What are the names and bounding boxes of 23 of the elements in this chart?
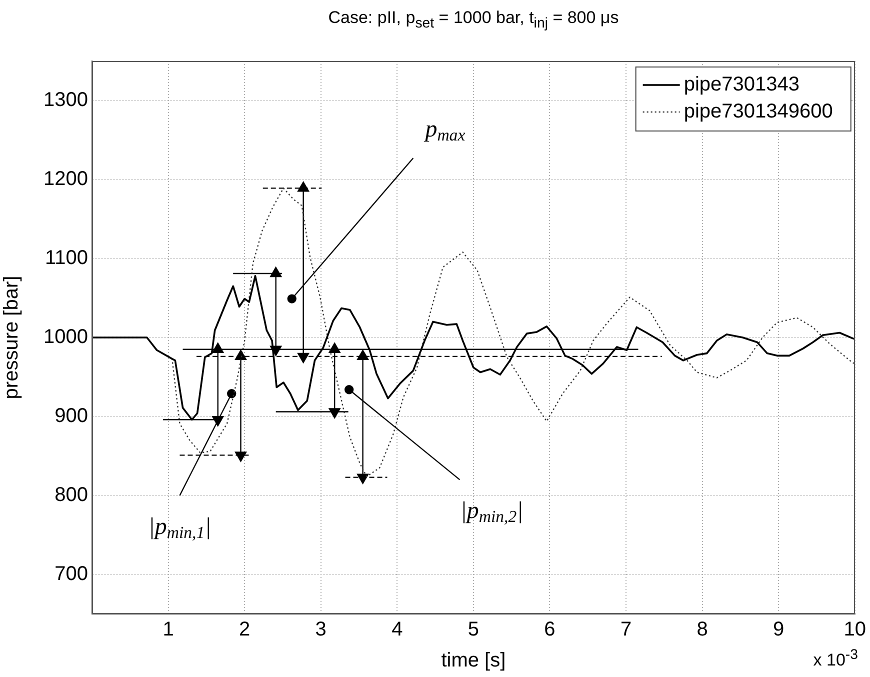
y-tick-label: 800	[54, 484, 88, 506]
x-tick-label: 3	[315, 618, 326, 641]
x-axis-title: time [s]	[441, 650, 506, 672]
x-tick-label: 9	[773, 618, 784, 641]
x-tick-label: 7	[620, 618, 632, 641]
x-tick-label: 10	[844, 618, 866, 641]
x-tick-label: 1	[162, 618, 174, 641]
y-tick-label: 1200	[44, 168, 88, 190]
y-tick-label: 1100	[44, 247, 88, 270]
text: x 10$^{-3}$	[813, 647, 858, 671]
x-tick-label: 6	[544, 618, 556, 641]
x-tick-label: 4	[392, 618, 403, 641]
y-tick-label: 900	[54, 405, 88, 428]
legend-label: pipe7301343	[684, 74, 800, 96]
x-tick-label: 5	[468, 618, 479, 641]
y-axis-title: pressure [bar]	[0, 276, 23, 400]
legend-label: pipe7301349600	[684, 100, 833, 123]
x-tick-label: 8	[696, 618, 708, 641]
y-tick-label: 1000	[44, 326, 88, 348]
y-tick-label: 700	[54, 563, 88, 586]
y-tick-label: 1300	[44, 89, 88, 112]
x-tick-label: 2	[239, 618, 250, 641]
chart-title: Case: pII, p$_{set}$ = 1000 bar, t$_{inj}$ = 800 μs	[327, 8, 620, 32]
